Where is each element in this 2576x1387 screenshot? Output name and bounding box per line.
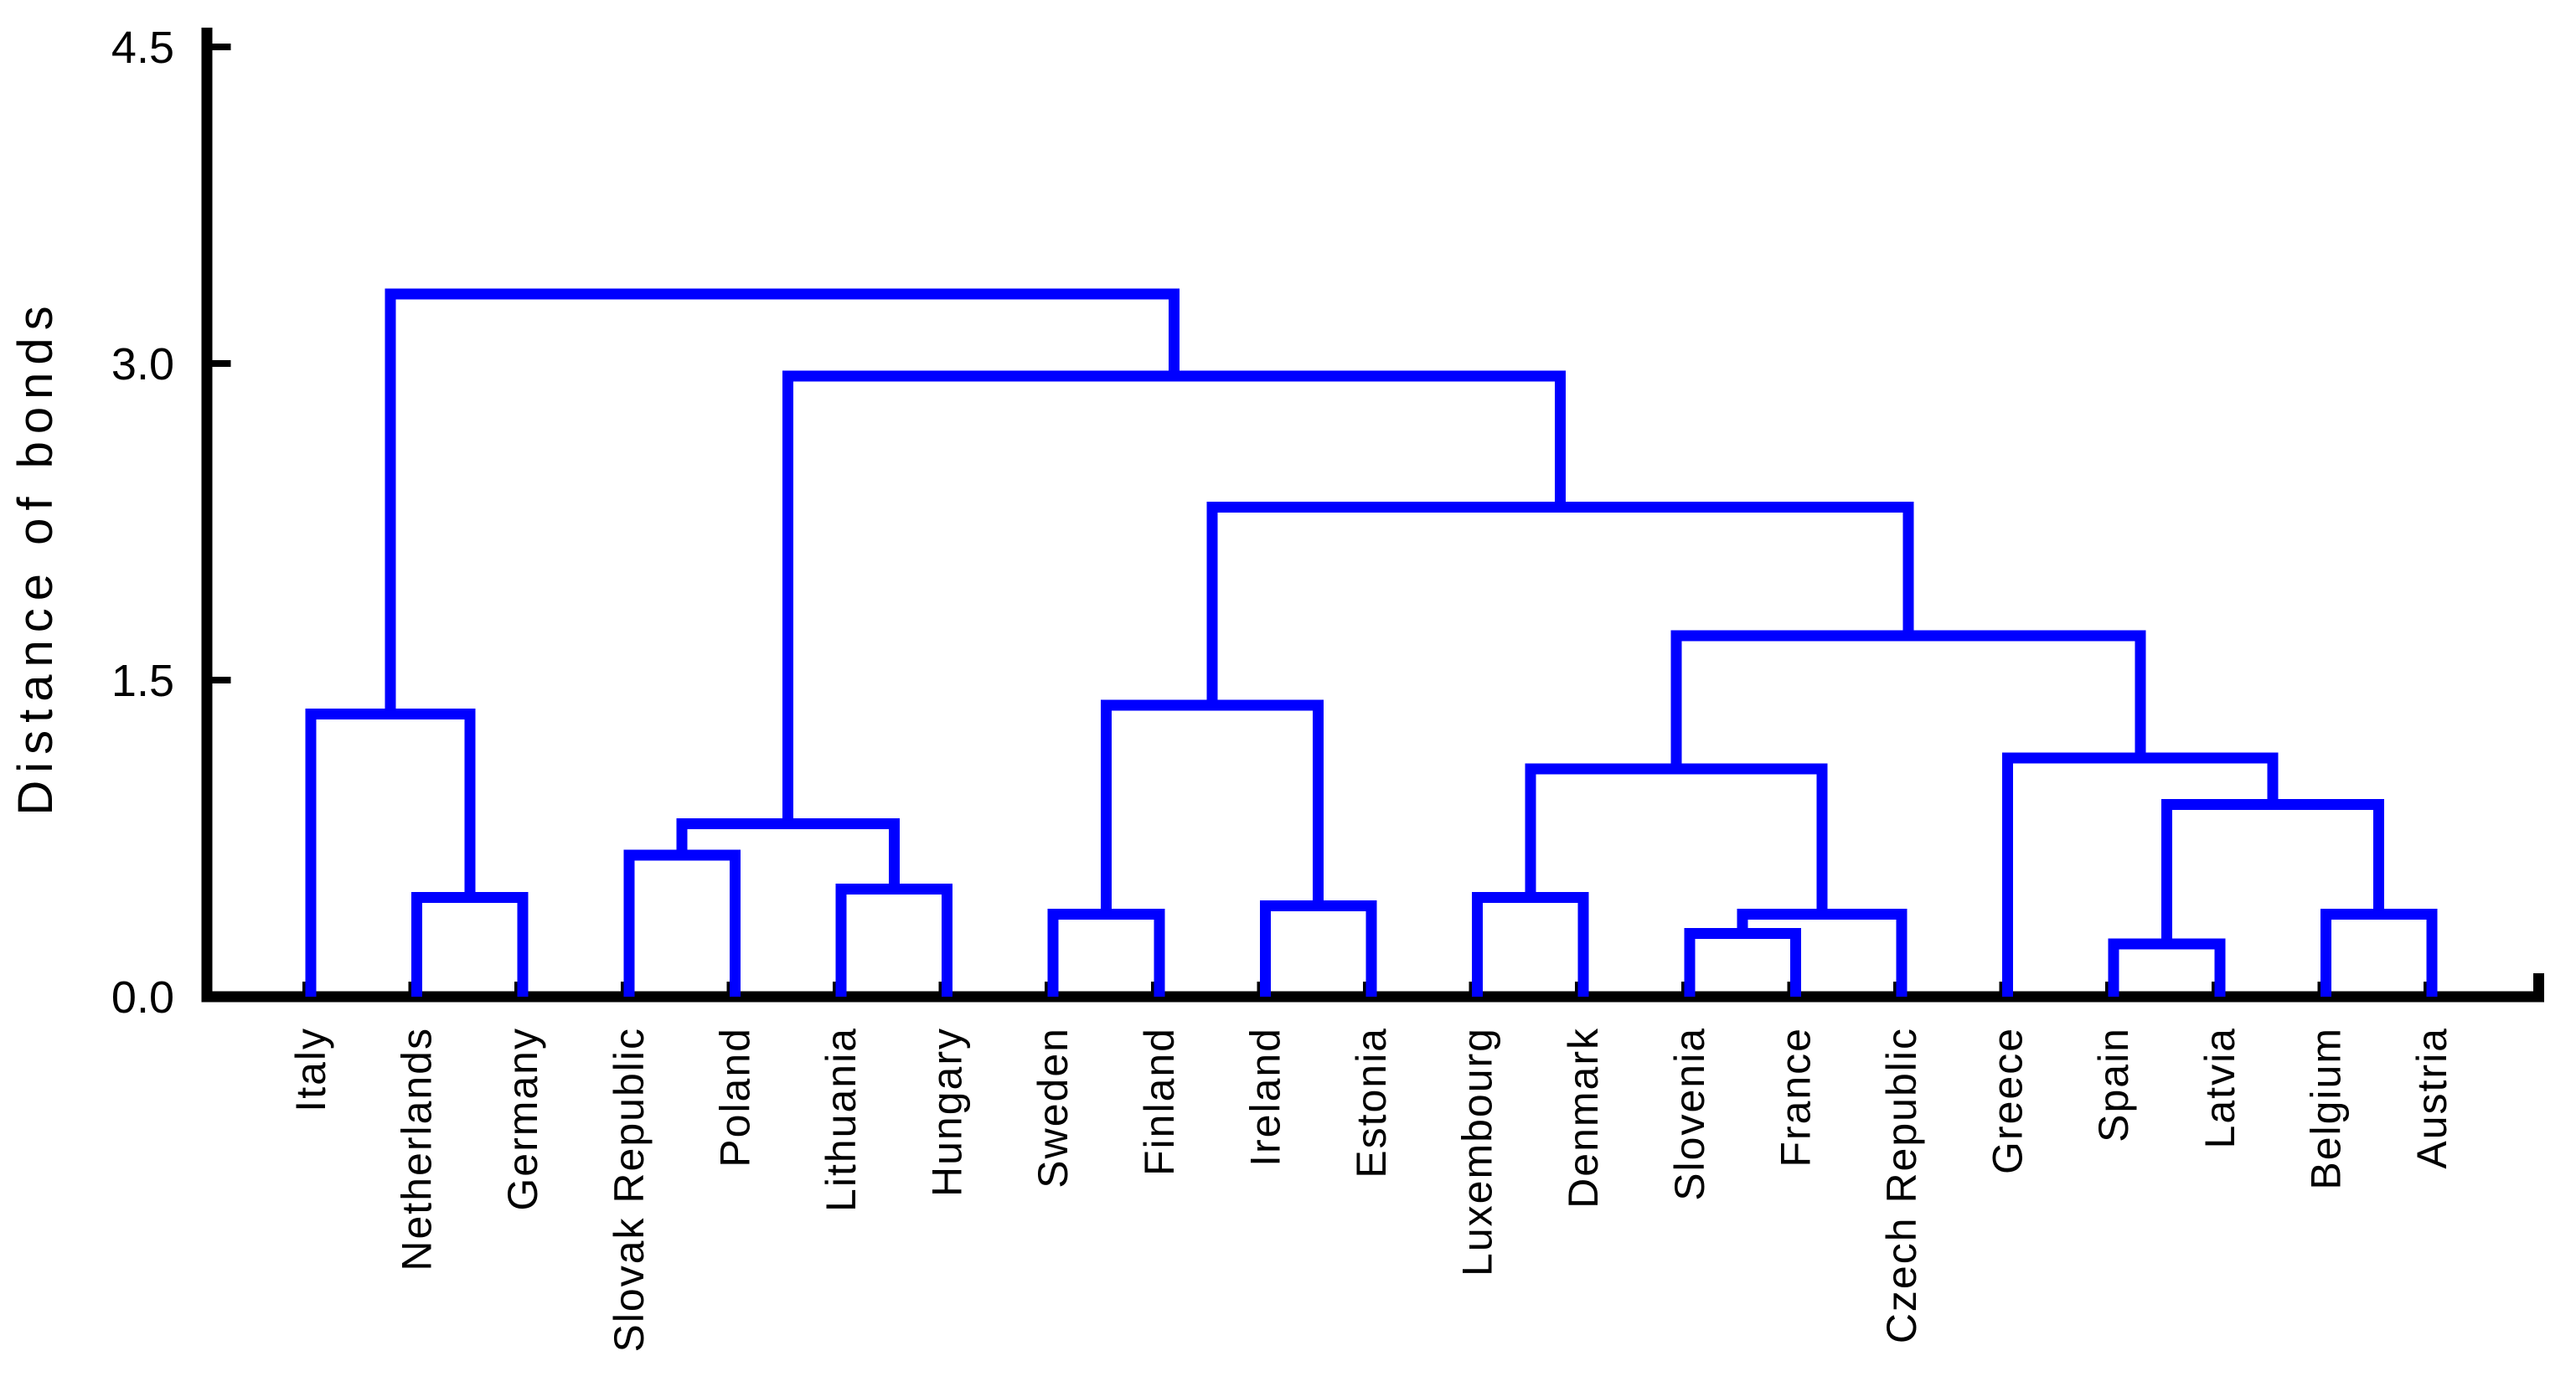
dendrogram-link-vertical xyxy=(1577,892,1589,997)
y-axis-title: Distance of bonds xyxy=(8,298,63,815)
y-axis-tick-label: 3.0 xyxy=(111,339,174,389)
x-label-netherlands: Netherlands xyxy=(394,1027,441,1271)
dendrogram-link-vertical xyxy=(1154,909,1165,997)
dendrogram-link-vertical xyxy=(1789,927,1801,997)
dendrogram-link-vertical xyxy=(623,849,635,997)
x-label-france: France xyxy=(1772,1027,1819,1168)
x-axis-end-tick xyxy=(2533,973,2544,997)
dendrogram-link-vertical xyxy=(782,370,794,829)
dendrogram-link-vertical xyxy=(1259,900,1271,997)
x-label-sweden: Sweden xyxy=(1030,1027,1076,1188)
dendrogram-link-vertical xyxy=(2426,909,2438,997)
dendrogram-link-vertical xyxy=(1816,763,1828,920)
dendrogram-link-vertical xyxy=(1101,699,1112,920)
dendrogram-link-vertical xyxy=(1472,892,1484,997)
dendrogram-link-vertical xyxy=(2267,752,2279,811)
dendrogram-link-vertical xyxy=(1365,900,1377,997)
dendrogram-link-vertical xyxy=(888,817,900,895)
x-label-slovak-republic: Slovak Republic xyxy=(606,1027,653,1353)
dendrogram-link-vertical xyxy=(942,883,953,997)
x-label-spain: Spain xyxy=(2090,1027,2137,1142)
dendrogram-link-vertical xyxy=(2161,799,2172,950)
dendrogram-link-vertical xyxy=(517,892,529,997)
x-label-poland: Poland xyxy=(711,1027,758,1168)
y-axis-tick-label: 4.5 xyxy=(111,23,174,73)
dendrogram-link-vertical xyxy=(729,849,741,997)
x-label-latvia: Latvia xyxy=(2197,1027,2243,1148)
dendrogram-link-vertical xyxy=(2108,938,2119,997)
dendrogram-link-vertical xyxy=(305,708,317,997)
dendrogram-link-vertical xyxy=(1047,909,1059,997)
x-label-slovenia: Slovenia xyxy=(1666,1027,1713,1201)
x-label-lithuania: Lithuania xyxy=(818,1027,865,1212)
x-label-estonia: Estonia xyxy=(1348,1027,1395,1178)
dendrogram-link-vertical xyxy=(464,708,476,904)
dendrogram-link-vertical xyxy=(2373,799,2385,920)
dendrogram-link-vertical xyxy=(1555,370,1567,513)
dendrogram-link-vertical xyxy=(1206,501,1218,711)
dendrogram-link-vertical xyxy=(2320,909,2331,997)
dendrogram-link-vertical xyxy=(1902,501,1914,642)
dendrogram-link-vertical xyxy=(1670,630,1682,775)
x-label-austria: Austria xyxy=(2408,1027,2455,1169)
y-axis-tick xyxy=(212,360,231,367)
y-axis-line xyxy=(201,28,213,1003)
x-label-belgium: Belgium xyxy=(2302,1027,2349,1190)
x-label-hungary: Hungary xyxy=(924,1027,971,1197)
y-axis-tick-label: 1.5 xyxy=(111,656,174,706)
dendrogram-link-vertical xyxy=(1896,909,1907,997)
x-label-denmark: Denmark xyxy=(1560,1027,1607,1209)
dendrogram-link-vertical xyxy=(2214,938,2226,997)
dendrogram-link-vertical xyxy=(385,288,396,719)
dendrogram-link-vertical xyxy=(835,883,847,997)
x-label-luxembourg: Luxembourg xyxy=(1454,1027,1501,1276)
x-label-greece: Greece xyxy=(1985,1027,2031,1174)
x-label-ireland: Ireland xyxy=(1242,1027,1288,1167)
y-axis-tick-label: 0.0 xyxy=(111,972,174,1023)
x-label-italy: Italy xyxy=(287,1027,334,1112)
x-label-finland: Finland xyxy=(1136,1027,1183,1176)
dendrogram-link-vertical xyxy=(2002,752,2014,997)
dendrogram-link-vertical xyxy=(1169,288,1180,382)
dendrogram-link-vertical xyxy=(1313,699,1324,912)
dendrogram-link-vertical xyxy=(1525,763,1536,904)
dendrogram-link-vertical xyxy=(2135,630,2146,764)
dendrogram-link-vertical xyxy=(411,892,423,997)
dendrogram-link-vertical xyxy=(1684,927,1696,997)
y-axis-tick xyxy=(212,677,231,683)
x-label-germany: Germany xyxy=(499,1027,546,1211)
x-label-czech-republic: Czech Republic xyxy=(1878,1027,1925,1343)
y-axis-tick xyxy=(212,44,231,50)
dendrogram-link-horizontal xyxy=(385,288,1180,300)
